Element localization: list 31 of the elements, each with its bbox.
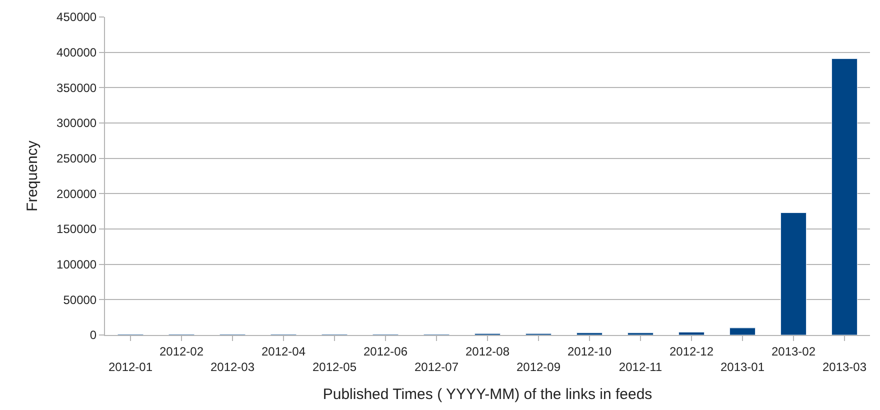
y-tick-label: 150000 <box>56 222 97 236</box>
x-tick-label: 2013-02 <box>771 344 816 358</box>
x-tick-label: 2012-02 <box>159 344 204 358</box>
y-tick-label: 350000 <box>56 80 97 95</box>
y-tick-label: 100000 <box>56 258 97 272</box>
y-axis-title: Frequency <box>24 140 41 212</box>
y-tick-label: 250000 <box>56 152 97 166</box>
y-tick-label: 0 <box>90 328 97 342</box>
x-tick-label: 2012-03 <box>210 360 255 374</box>
x-tick-label: 2012-06 <box>363 344 408 358</box>
y-tick-label: 50000 <box>63 292 97 307</box>
x-tick-label: 2012-05 <box>312 360 357 374</box>
y-tick-label: 400000 <box>56 46 97 60</box>
bar <box>780 212 806 335</box>
x-tick-label: 2013-01 <box>720 360 765 374</box>
x-tick-label: 2012-12 <box>669 344 714 358</box>
x-tick-label: 2012-08 <box>465 344 510 358</box>
x-tick-label: 2012-11 <box>618 360 662 374</box>
bar <box>832 58 858 335</box>
x-tick-label: 2012-07 <box>414 360 459 374</box>
x-tick-label: 2013-03 <box>822 360 867 374</box>
x-tick-label: 2012-01 <box>108 360 153 374</box>
y-tick-label: 300000 <box>56 116 97 130</box>
y-tick-label: 450000 <box>56 10 97 24</box>
bar <box>678 332 704 335</box>
x-tick-label: 2012-09 <box>516 360 561 374</box>
x-tick-label: 2012-10 <box>567 344 612 358</box>
bar <box>730 328 756 335</box>
x-tick-label: 2012-04 <box>261 344 306 358</box>
x-axis-title: Published Times ( YYYY-MM) of the links in feeds <box>322 386 652 403</box>
y-tick-label: 200000 <box>56 186 97 201</box>
